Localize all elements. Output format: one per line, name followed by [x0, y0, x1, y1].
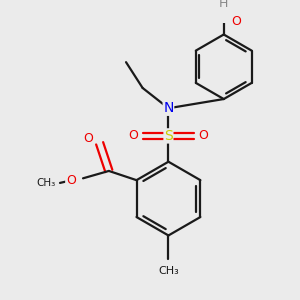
- Text: N: N: [163, 101, 174, 115]
- Text: CH₃: CH₃: [36, 178, 56, 188]
- Text: O: O: [66, 174, 76, 187]
- Text: O: O: [84, 132, 94, 145]
- Text: O: O: [231, 15, 241, 28]
- Text: H: H: [219, 0, 228, 10]
- Text: O: O: [199, 129, 208, 142]
- Text: O: O: [128, 129, 138, 142]
- Text: S: S: [164, 129, 173, 143]
- Text: CH₃: CH₃: [158, 266, 179, 275]
